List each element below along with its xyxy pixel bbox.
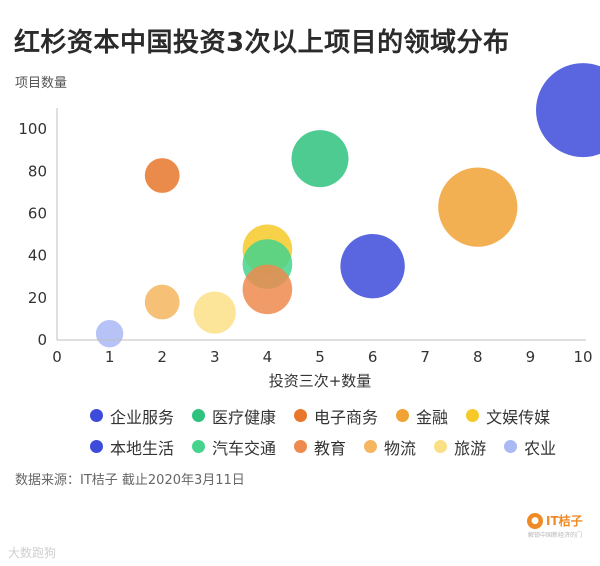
bubble-9 <box>144 284 180 320</box>
bubble-3 <box>144 158 180 193</box>
x-tick-label: 1 <box>105 348 115 366</box>
y-tick-label: 60 <box>28 204 47 222</box>
legend-label: 文娱传媒 <box>486 407 551 427</box>
legend-label: 教育 <box>314 438 347 458</box>
x-tick-label: 5 <box>315 348 325 366</box>
legend-label: 旅游 <box>454 438 487 458</box>
legend-item-2: 医疗健康 <box>192 404 276 428</box>
legend-item-6: 本地生活 <box>90 435 174 459</box>
orange-icon: ● <box>527 512 543 529</box>
legend-label: 企业服务 <box>110 407 175 427</box>
legend-label: 金融 <box>416 407 449 427</box>
legend-marker <box>466 409 480 422</box>
legend-item-9: 物流 <box>364 435 416 459</box>
bubble-8 <box>242 264 293 315</box>
legend: 企业服务 医疗健康 电子商务 金融 文娱传媒本地生活 汽车交通 教育 物流 旅游 农业 <box>90 400 600 462</box>
x-tick-label: 8 <box>473 348 483 366</box>
x-tick-label: 3 <box>210 348 220 366</box>
legend-item-7: 汽车交通 <box>192 435 276 459</box>
legend-marker <box>90 440 103 453</box>
legend-marker <box>434 440 448 453</box>
itjuzi-logo: ● IT桔子 <box>527 512 583 529</box>
bubble-2 <box>291 130 349 188</box>
y-tick-label: 40 <box>28 247 47 265</box>
logo-tagline: 解锁中国新经济的门 <box>528 532 583 539</box>
bubble-11 <box>95 319 124 348</box>
y-tick-label: 0 <box>37 331 47 349</box>
x-tick-label: 6 <box>368 348 378 366</box>
legend-row: 企业服务 医疗健康 电子商务 金融 文娱传媒 <box>90 400 600 431</box>
x-tick-label: 10 <box>573 348 592 366</box>
x-ticks: 0 1 2 3 4 5 6 7 8 9 10 <box>52 348 592 366</box>
x-tick-label: 7 <box>420 348 430 366</box>
legend-marker <box>364 440 378 453</box>
bubble-chart: 0 1 2 3 4 5 6 7 8 9 10 0 20 40 60 80 100 投资三次+数量 <box>18 63 600 390</box>
legend-marker <box>294 409 308 422</box>
bubble-6 <box>340 233 405 299</box>
y-ticks: 0 20 40 60 80 100 <box>18 120 47 349</box>
legend-label: 农业 <box>524 438 557 458</box>
y-tick-label: 100 <box>18 120 47 138</box>
x-axis-label: 投资三次+数量 <box>269 372 372 390</box>
y-tick-label: 80 <box>28 162 47 180</box>
source-note: 数据来源：IT桔子 截止2020年3月11日 <box>15 473 245 488</box>
legend-item-5: 文娱传媒 <box>466 404 550 428</box>
legend-label: 医疗健康 <box>212 407 277 427</box>
logo-text: IT桔子 <box>546 514 583 528</box>
bubbles-layer <box>95 63 600 348</box>
legend-marker <box>294 440 308 453</box>
legend-label: 本地生活 <box>110 438 175 458</box>
legend-marker <box>90 409 103 422</box>
y-tick-label: 20 <box>28 289 47 307</box>
legend-marker <box>396 409 410 422</box>
legend-label: 汽车交通 <box>212 438 277 458</box>
x-tick-label: 9 <box>526 348 536 366</box>
legend-item-8: 教育 <box>294 435 346 459</box>
legend-item-11: 农业 <box>504 435 556 459</box>
bubble-1 <box>536 63 600 158</box>
legend-label: 物流 <box>384 438 417 458</box>
legend-item-1: 企业服务 <box>90 404 174 428</box>
y-axis-label: 项目数量 <box>15 76 68 91</box>
bubble-4 <box>438 167 518 247</box>
legend-item-3: 电子商务 <box>294 404 378 428</box>
legend-row: 本地生活 汽车交通 教育 物流 旅游 农业 <box>90 431 600 462</box>
watermark: 大数跑狗 <box>8 546 57 560</box>
legend-item-10: 旅游 <box>434 435 486 459</box>
legend-marker <box>192 409 206 422</box>
legend-marker <box>192 440 206 453</box>
x-tick-label: 4 <box>263 348 273 366</box>
chart-title: 红杉资本中国投资3次以上项目的领域分布 <box>14 28 510 58</box>
bubble-10 <box>193 291 236 334</box>
x-tick-label: 2 <box>157 348 167 366</box>
legend-item-4: 金融 <box>396 404 448 428</box>
legend-label: 电子商务 <box>314 407 379 427</box>
x-tick-label: 0 <box>52 348 62 366</box>
legend-marker <box>504 440 518 453</box>
